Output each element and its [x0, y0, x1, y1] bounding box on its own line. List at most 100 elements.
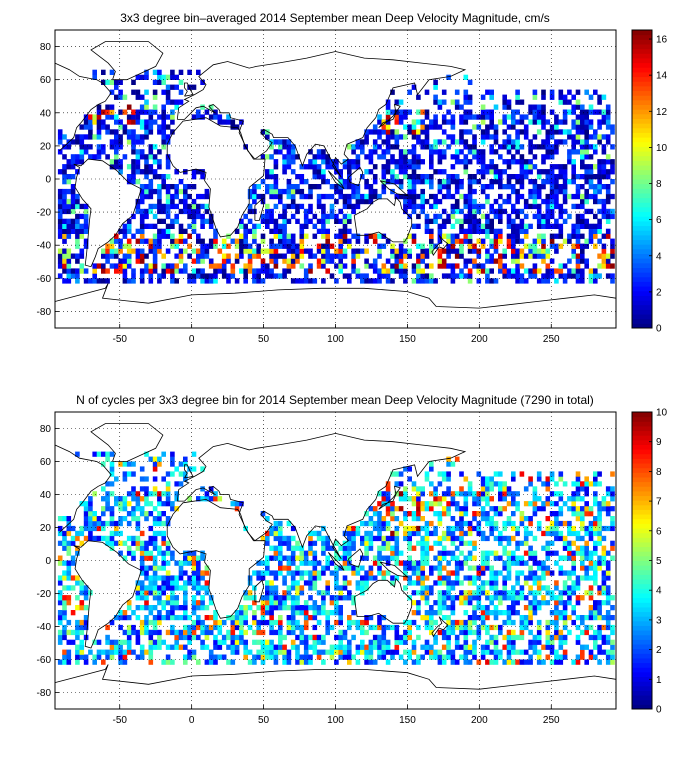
heatmap-cell — [62, 268, 67, 273]
heatmap-cell — [166, 114, 171, 119]
heatmap-cell — [567, 239, 572, 244]
heatmap-cell — [325, 229, 330, 234]
heatmap-cell — [541, 219, 546, 224]
heatmap-cell — [464, 194, 469, 199]
heatmap-cell — [75, 630, 80, 635]
heatmap-cell — [282, 575, 287, 580]
heatmap-cell — [593, 640, 598, 645]
heatmap-cell — [489, 209, 494, 214]
heatmap-cell — [174, 615, 179, 620]
heatmap-cell — [351, 610, 356, 615]
heatmap-cell — [498, 511, 503, 516]
heatmap-cell — [140, 496, 145, 501]
heatmap-cell — [334, 199, 339, 204]
heatmap-cell — [166, 585, 171, 590]
heatmap-cell — [550, 95, 555, 100]
colorbar-segment — [632, 123, 652, 128]
heatmap-cell — [472, 263, 477, 268]
heatmap-cell — [541, 566, 546, 571]
heatmap-cell — [347, 645, 352, 650]
heatmap-cell — [386, 511, 391, 516]
heatmap-cell — [425, 124, 430, 129]
heatmap-cell — [200, 605, 205, 610]
heatmap-cell — [576, 224, 581, 229]
heatmap-cell — [67, 273, 72, 278]
heatmap-cell — [580, 655, 585, 660]
heatmap-cell — [528, 521, 533, 526]
heatmap-cell — [528, 149, 533, 154]
heatmap-cell — [330, 214, 335, 219]
heatmap-cell — [75, 159, 80, 164]
heatmap-cell — [511, 139, 516, 144]
heatmap-cell — [71, 561, 76, 566]
heatmap-cell — [606, 229, 611, 234]
heatmap-cell — [161, 541, 166, 546]
heatmap-cell — [420, 556, 425, 561]
heatmap-cell — [550, 174, 555, 179]
heatmap-cell — [442, 556, 447, 561]
heatmap-cell — [489, 229, 494, 234]
heatmap-cell — [459, 179, 464, 184]
heatmap-cell — [602, 635, 607, 640]
colorbar-segment — [632, 574, 652, 579]
heatmap-cell — [425, 134, 430, 139]
heatmap-cell — [269, 531, 274, 536]
heatmap-cell — [502, 105, 507, 110]
heatmap-cell — [386, 124, 391, 129]
colorbar-segment — [632, 584, 652, 589]
heatmap-cell — [269, 209, 274, 214]
heatmap-cell — [507, 570, 512, 575]
heatmap-cell — [580, 496, 585, 501]
heatmap-cell — [571, 254, 576, 259]
colorbar-segment — [632, 602, 652, 607]
heatmap-cell — [170, 605, 175, 610]
heatmap-cell — [62, 635, 67, 640]
heatmap-cell — [84, 595, 89, 600]
heatmap-cell — [464, 501, 469, 506]
heatmap-cell — [511, 600, 516, 605]
heatmap-cell — [554, 620, 559, 625]
heatmap-cell — [610, 486, 615, 491]
heatmap-cell — [170, 600, 175, 605]
heatmap-cell — [563, 481, 568, 486]
heatmap-cell — [161, 90, 166, 95]
heatmap-cell — [325, 590, 330, 595]
heatmap-cell — [580, 234, 585, 239]
heatmap-cell — [451, 114, 456, 119]
heatmap-cell — [420, 129, 425, 134]
heatmap-cell — [200, 630, 205, 635]
heatmap-cell — [226, 645, 231, 650]
heatmap-cell — [140, 511, 145, 516]
heatmap-cell — [373, 556, 378, 561]
heatmap-cell — [606, 655, 611, 660]
heatmap-cell — [136, 259, 141, 264]
heatmap-cell — [282, 259, 287, 264]
heatmap-cell — [338, 620, 343, 625]
heatmap-cell — [325, 566, 330, 571]
heatmap-cell — [136, 159, 141, 164]
heatmap-cell — [520, 521, 525, 526]
heatmap-cell — [563, 278, 568, 283]
heatmap-cell — [597, 556, 602, 561]
heatmap-cell — [58, 209, 63, 214]
heatmap-cell — [80, 268, 85, 273]
heatmap-cell — [455, 536, 460, 541]
heatmap-cell — [485, 184, 490, 189]
heatmap-cell — [580, 526, 585, 531]
heatmap-cell — [399, 110, 404, 115]
heatmap-cell — [602, 590, 607, 595]
heatmap-cell — [528, 655, 533, 660]
heatmap-cell — [239, 224, 244, 229]
heatmap-cell — [425, 650, 430, 655]
heatmap-cell — [161, 640, 166, 645]
heatmap-cell — [110, 139, 115, 144]
heatmap-cell — [71, 585, 76, 590]
heatmap-cell — [313, 531, 318, 536]
heatmap-cell — [602, 570, 607, 575]
heatmap-cell — [131, 278, 136, 283]
heatmap-cell — [192, 556, 197, 561]
heatmap-cell — [110, 249, 115, 254]
heatmap-cell — [179, 615, 184, 620]
heatmap-cell — [489, 580, 494, 585]
heatmap-cell — [567, 585, 572, 590]
